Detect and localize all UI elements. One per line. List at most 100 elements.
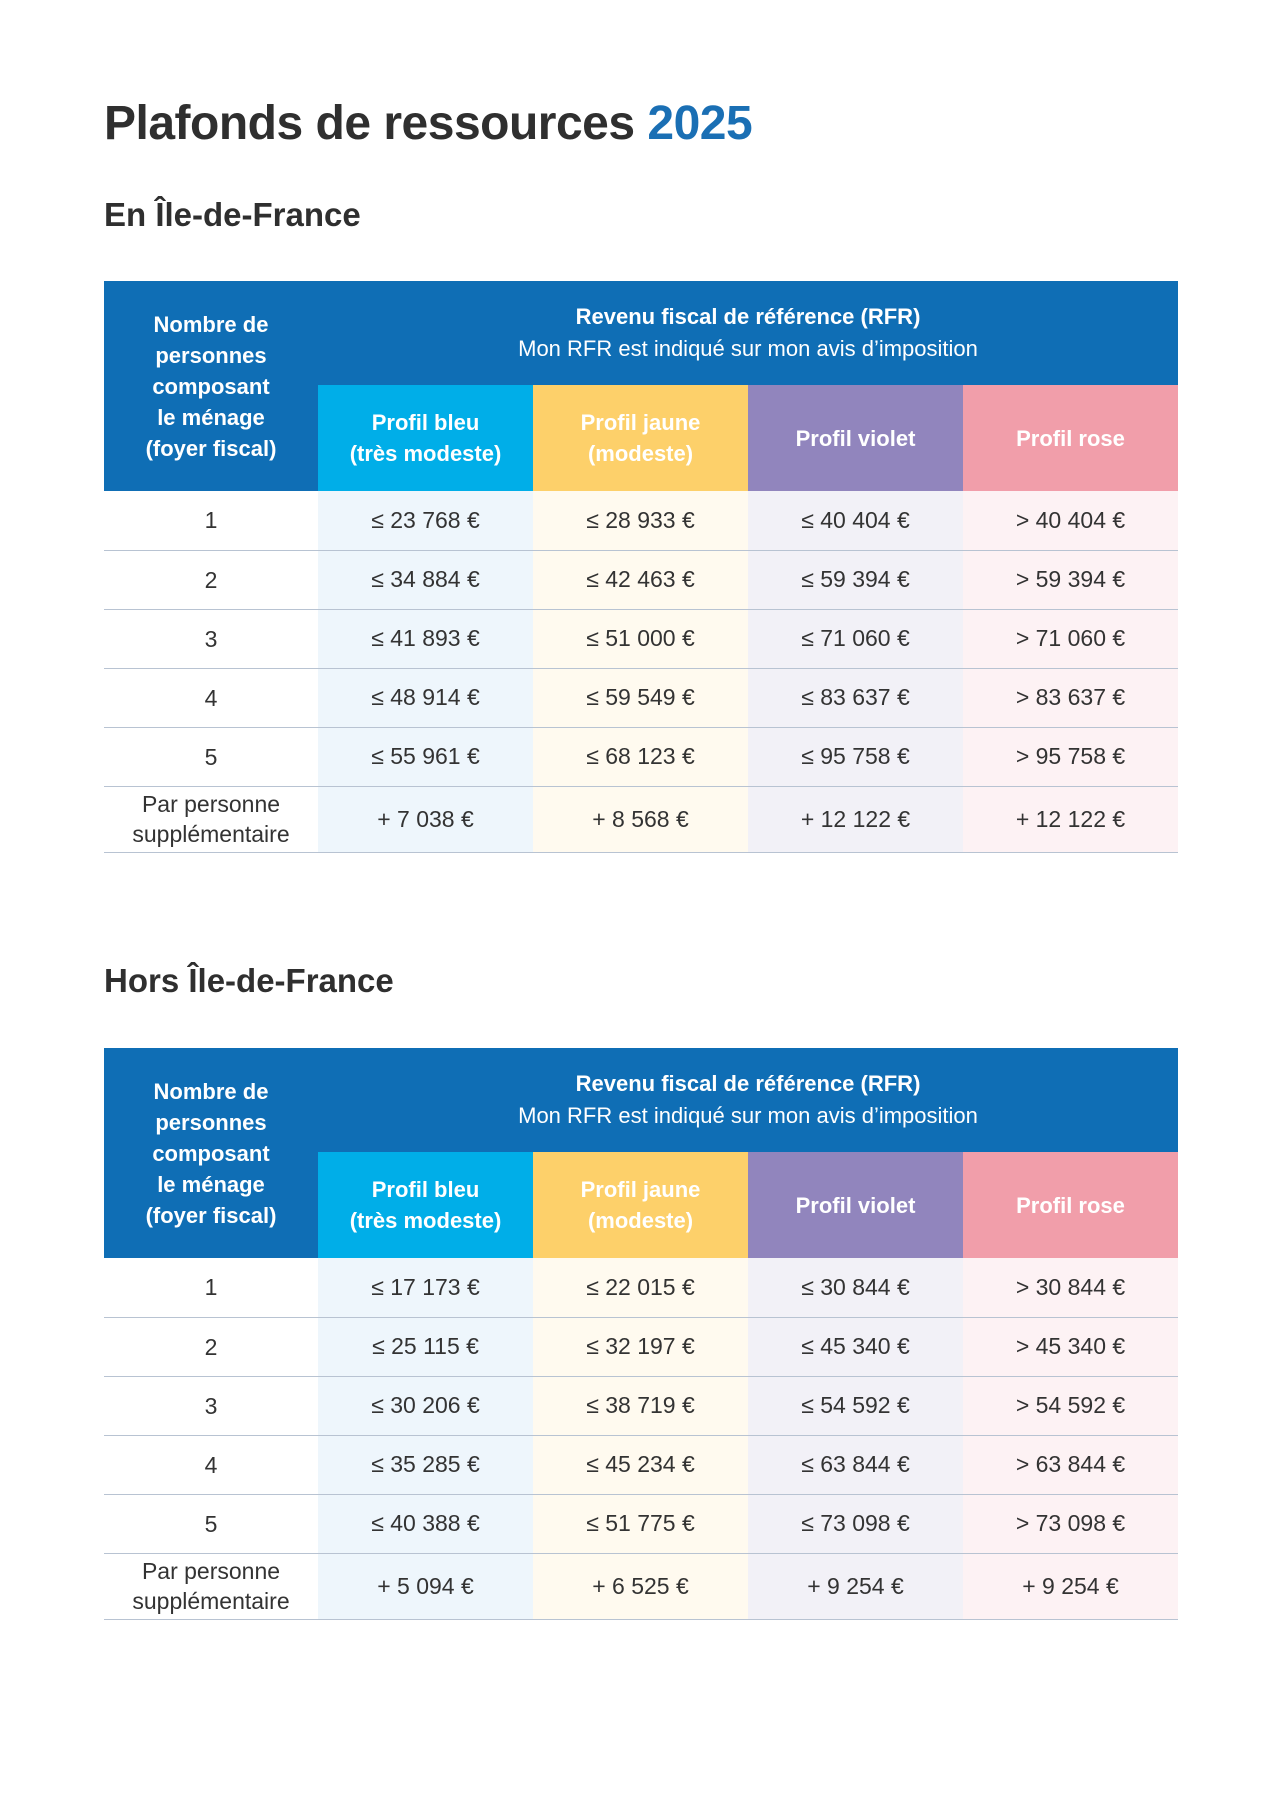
- rfr-header: Revenu fiscal de référence (RFR) Mon RFR …: [318, 1048, 1178, 1152]
- threshold-cell: ≤ 22 015 €: [533, 1258, 748, 1318]
- header-sub: (foyer fiscal): [145, 435, 277, 461]
- table-hors-idf: Nombre de personnes composant le ménage (foy…: [104, 1048, 1178, 1620]
- threshold-cell: ≤ 55 961 €: [318, 727, 533, 787]
- rfr-subtitle: Mon RFR est indiqué sur mon avis d’impos…: [518, 336, 978, 361]
- profile-name: Profil jaune: [580, 1177, 701, 1202]
- header-line: Nombre de: [153, 1078, 269, 1104]
- profile-name: Profil rose: [1016, 425, 1125, 451]
- header-line: composant: [152, 1140, 270, 1166]
- table-idf: Nombre de personnes composant le ménage (foy…: [104, 281, 1178, 853]
- threshold-cell: ≤ 35 285 €: [318, 1435, 533, 1495]
- header-line: Nombre de: [153, 311, 269, 337]
- household-size-cell: 4: [104, 668, 318, 728]
- threshold-cell: > 30 844 €: [963, 1258, 1178, 1318]
- header-line: personnes: [155, 1109, 267, 1135]
- header-line: le ménage: [157, 1171, 265, 1197]
- table-row: 1 ≤ 17 173 € ≤ 22 015 € ≤ 30 844 € > 30 844 …: [104, 1258, 1178, 1318]
- extra-person-cell: + 5 094 €: [318, 1553, 533, 1620]
- threshold-cell: ≤ 48 914 €: [318, 668, 533, 728]
- threshold-cell: ≤ 71 060 €: [748, 609, 963, 669]
- threshold-cell: ≤ 30 844 €: [748, 1258, 963, 1318]
- header-line: composant: [152, 373, 270, 399]
- threshold-cell: ≤ 30 206 €: [318, 1376, 533, 1436]
- section-heading-idf: En Île-de-France: [104, 196, 361, 233]
- extra-person-cell: + 9 254 €: [748, 1553, 963, 1620]
- household-size-cell: 5: [104, 1494, 318, 1554]
- section-heading-hors-idf: Hors Île-de-France: [104, 962, 394, 999]
- table-row: 3 ≤ 41 893 € ≤ 51 000 € ≤ 71 060 € > 71 060 …: [104, 609, 1178, 669]
- profile-name: Profil jaune: [580, 410, 701, 435]
- profile-desc: (très modeste): [349, 441, 502, 466]
- profile-desc: (modeste): [587, 1208, 694, 1233]
- threshold-cell: ≤ 83 637 €: [748, 668, 963, 728]
- rfr-subtitle: Mon RFR est indiqué sur mon avis d’impos…: [518, 1103, 978, 1128]
- header-line: personnes: [155, 342, 267, 368]
- rfr-title: Revenu fiscal de référence (RFR): [575, 1071, 921, 1096]
- profile-header: Profil rose: [963, 1152, 1178, 1258]
- threshold-cell: ≤ 68 123 €: [533, 727, 748, 787]
- profile-header: Profil bleu (très modeste): [318, 385, 533, 491]
- profile-name: Profil violet: [795, 425, 916, 451]
- threshold-cell: ≤ 59 549 €: [533, 668, 748, 728]
- extra-person-label: Par personne supplémentaire: [104, 1553, 318, 1620]
- extra-person-label: Par personne supplémentaire: [104, 786, 318, 853]
- extra-person-cell: + 7 038 €: [318, 786, 533, 853]
- table-row: 4 ≤ 48 914 € ≤ 59 549 € ≤ 83 637 € > 83 637 …: [104, 668, 1178, 728]
- table-row-extra-person: Par personne supplémentaire + 5 094 € + 6 5…: [104, 1553, 1178, 1620]
- household-size-cell: 3: [104, 1376, 318, 1436]
- threshold-cell: ≤ 54 592 €: [748, 1376, 963, 1436]
- threshold-cell: ≤ 51 000 €: [533, 609, 748, 669]
- threshold-cell: ≤ 45 234 €: [533, 1435, 748, 1495]
- household-size-cell: 1: [104, 1258, 318, 1318]
- profile-name: Profil bleu: [371, 410, 480, 435]
- threshold-cell: > 95 758 €: [963, 727, 1178, 787]
- profile-name: Profil violet: [795, 1192, 916, 1218]
- threshold-cell: ≤ 51 775 €: [533, 1494, 748, 1554]
- threshold-cell: ≤ 38 719 €: [533, 1376, 748, 1436]
- threshold-cell: ≤ 28 933 €: [533, 491, 748, 551]
- profile-header: Profil violet: [748, 1152, 963, 1258]
- profile-header: Profil violet: [748, 385, 963, 491]
- threshold-cell: ≤ 25 115 €: [318, 1317, 533, 1377]
- household-size-cell: 5: [104, 727, 318, 787]
- threshold-cell: ≤ 34 884 €: [318, 550, 533, 610]
- threshold-cell: ≤ 42 463 €: [533, 550, 748, 610]
- household-size-cell: 2: [104, 1317, 318, 1377]
- threshold-cell: ≤ 41 893 €: [318, 609, 533, 669]
- profile-header: Profil jaune (modeste): [533, 385, 748, 491]
- profile-desc: (modeste): [587, 441, 694, 466]
- table-row: 3 ≤ 30 206 € ≤ 38 719 € ≤ 54 592 € > 54 592 …: [104, 1376, 1178, 1436]
- profile-header: Profil bleu (très modeste): [318, 1152, 533, 1258]
- household-size-header: Nombre de personnes composant le ménage (foy…: [104, 1048, 318, 1258]
- threshold-cell: > 59 394 €: [963, 550, 1178, 610]
- threshold-cell: ≤ 40 388 €: [318, 1494, 533, 1554]
- profile-header: Profil rose: [963, 385, 1178, 491]
- threshold-cell: > 54 592 €: [963, 1376, 1178, 1436]
- extra-person-cell: + 12 122 €: [748, 786, 963, 853]
- rfr-title: Revenu fiscal de référence (RFR): [575, 304, 921, 329]
- table-row-extra-person: Par personne supplémentaire + 7 038 € + 8 5…: [104, 786, 1178, 853]
- table-row: 4 ≤ 35 285 € ≤ 45 234 € ≤ 63 844 € > 63 844 …: [104, 1435, 1178, 1495]
- extra-person-cell: + 12 122 €: [963, 786, 1178, 853]
- household-size-cell: 2: [104, 550, 318, 610]
- household-size-cell: 3: [104, 609, 318, 669]
- rfr-header: Revenu fiscal de référence (RFR) Mon RFR …: [318, 281, 1178, 385]
- threshold-cell: > 40 404 €: [963, 491, 1178, 551]
- table-row: 2 ≤ 34 884 € ≤ 42 463 € ≤ 59 394 € > 59 394 …: [104, 550, 1178, 610]
- header-line: le ménage: [157, 404, 265, 430]
- threshold-cell: > 45 340 €: [963, 1317, 1178, 1377]
- threshold-cell: ≤ 59 394 €: [748, 550, 963, 610]
- household-size-cell: 1: [104, 491, 318, 551]
- threshold-cell: > 73 098 €: [963, 1494, 1178, 1554]
- threshold-cell: ≤ 23 768 €: [318, 491, 533, 551]
- label-line: Par personne: [141, 1558, 281, 1584]
- threshold-cell: > 71 060 €: [963, 609, 1178, 669]
- label-line: Par personne: [141, 791, 281, 817]
- extra-person-cell: + 6 525 €: [533, 1553, 748, 1620]
- title-year: 2025: [647, 97, 753, 150]
- extra-person-cell: + 9 254 €: [963, 1553, 1178, 1620]
- threshold-cell: ≤ 32 197 €: [533, 1317, 748, 1377]
- threshold-cell: ≤ 45 340 €: [748, 1317, 963, 1377]
- table-row: 5 ≤ 55 961 € ≤ 68 123 € ≤ 95 758 € > 95 758 …: [104, 727, 1178, 787]
- threshold-cell: > 63 844 €: [963, 1435, 1178, 1495]
